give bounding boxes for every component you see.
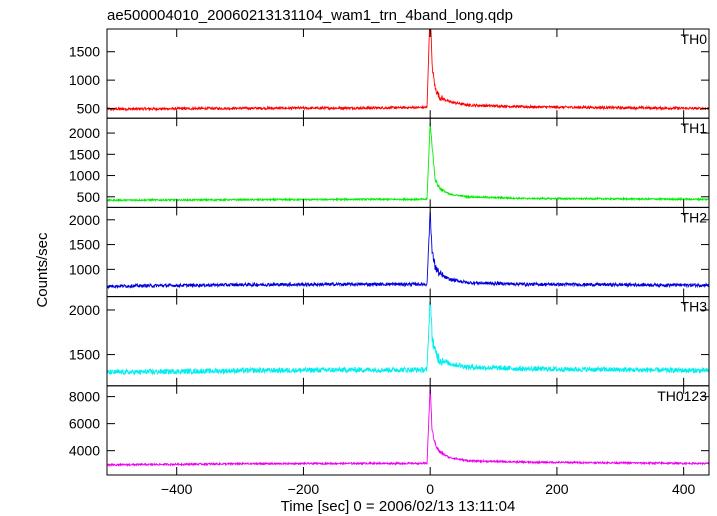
y-tick-label: 1500: [69, 146, 100, 162]
y-tick-label: 500: [77, 101, 101, 117]
y-tick-label: 8000: [69, 389, 100, 405]
panel-label-th1: TH1: [681, 120, 708, 136]
y-tick-label: 2000: [69, 212, 100, 228]
panel-label-th0123: TH0123: [657, 388, 707, 404]
x-tick-label: 400: [672, 481, 696, 497]
x-tick-label: 0: [426, 481, 434, 497]
series-line-th3: [107, 302, 709, 375]
y-tick-label: 1500: [69, 347, 100, 363]
x-tick-label: −200: [288, 481, 320, 497]
y-tick-label: 1500: [69, 44, 100, 60]
y-tick-label: 1000: [69, 261, 100, 277]
x-tick-label: −400: [161, 481, 193, 497]
y-tick-label: 2000: [69, 125, 100, 141]
panel-label-th0: TH0: [681, 31, 708, 47]
y-tick-label: 6000: [69, 416, 100, 432]
y-axis-label: Counts/sec: [34, 232, 51, 308]
panel-label-th2: TH2: [681, 209, 708, 225]
y-tick-label: 1000: [69, 168, 100, 184]
series-line-th0123: [107, 387, 709, 466]
y-tick-label: 4000: [69, 443, 100, 459]
y-tick-label: 500: [77, 189, 101, 205]
series-line-th2: [107, 211, 709, 287]
x-axis-label: Time [sec] 0 = 2006/02/13 13:11:04: [281, 498, 516, 515]
series-line-th1: [107, 122, 709, 201]
panel-label-th3: TH3: [681, 299, 708, 315]
y-tick-label: 1000: [69, 72, 100, 88]
panel-frame-th1: [107, 118, 709, 207]
chart-title: ae500004010_20060213131104_wam1_trn_4ban…: [107, 7, 513, 24]
panel-frame-th0123: [107, 386, 709, 475]
y-tick-label: 1500: [69, 237, 100, 253]
y-tick-label: 2000: [69, 302, 100, 318]
x-tick-label: 200: [545, 481, 569, 497]
panel-frame-th0: [107, 29, 709, 118]
